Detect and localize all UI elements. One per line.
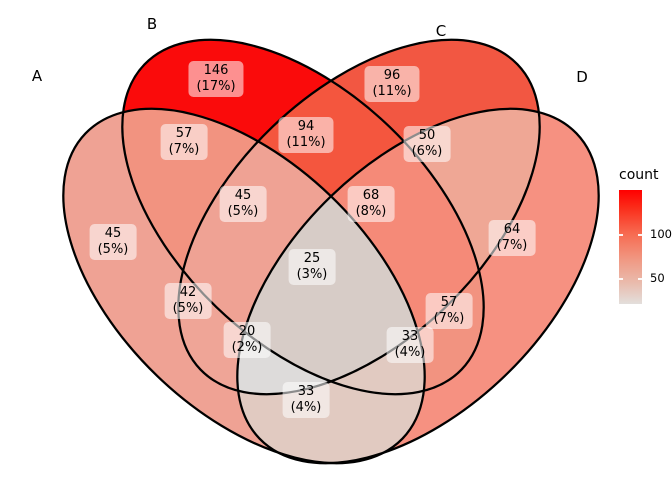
legend-gradient-fill	[619, 190, 642, 304]
legend-tick-mark	[619, 278, 623, 280]
region-count: 96	[383, 68, 401, 83]
region-count: 33	[297, 384, 315, 399]
region-percent: (6%)	[411, 143, 443, 159]
region-percent: (11%)	[372, 83, 412, 99]
venn-region-label-A-B-C: 45 (5%)	[219, 186, 267, 222]
legend-title: count	[619, 167, 659, 183]
venn-region-label-A-D: 33 (4%)	[282, 382, 330, 418]
region-count: 57	[440, 295, 458, 310]
set-outline-D	[236, 107, 600, 465]
region-percent: (3%)	[296, 266, 328, 282]
region-count: 45	[234, 188, 252, 203]
venn-region-label-A-B: 57 (7%)	[160, 124, 208, 160]
venn-region-label-C: 96 (11%)	[364, 66, 420, 102]
legend-gradient-bar: 100 50	[619, 190, 672, 304]
venn-region-label-A: 45 (5%)	[89, 224, 137, 260]
region-percent: (7%)	[168, 141, 200, 157]
legend-tick-mark	[638, 234, 642, 236]
region-count: 68	[362, 188, 380, 203]
region-count: 57	[175, 126, 193, 141]
set-label-B: B	[146, 15, 158, 33]
region-count: 45	[104, 226, 122, 241]
region-count: 42	[179, 285, 197, 300]
legend-tick-label: 50	[650, 271, 665, 285]
set-label-A: A	[31, 67, 43, 85]
region-count: 64	[503, 222, 521, 237]
venn-region-label-B-C-D: 68 (8%)	[347, 186, 395, 222]
venn-region-label-B-D: 57 (7%)	[425, 293, 473, 329]
region-count: 25	[303, 251, 321, 266]
legend-tick-label: 100	[650, 227, 672, 241]
set-outline-B	[121, 38, 485, 396]
venn-region-label-B: 146 (17%)	[188, 61, 244, 97]
set-label-C: C	[435, 22, 447, 40]
region-percent: (5%)	[172, 300, 204, 316]
venn-region-label-A-B-D: 33 (4%)	[386, 327, 434, 363]
region-count: 20	[238, 324, 256, 339]
region-percent: (7%)	[433, 310, 465, 326]
legend: count 100 50	[619, 167, 672, 304]
venn-region-label-A-C: 42 (5%)	[164, 283, 212, 319]
venn-region-label-A-B-C-D: 25 (3%)	[288, 249, 336, 285]
region-percent: (5%)	[227, 203, 259, 219]
region-percent: (7%)	[496, 237, 528, 253]
region-percent: (11%)	[286, 134, 326, 150]
venn-region-label-D: 64 (7%)	[488, 220, 536, 256]
legend-tick-mark	[638, 278, 642, 280]
region-percent: (2%)	[231, 339, 263, 355]
venn-region-label-B-C: 94 (11%)	[278, 117, 334, 153]
set-label-D: D	[576, 68, 588, 86]
region-count: 50	[418, 128, 436, 143]
venn-region-label-C-D: 50 (6%)	[403, 126, 451, 162]
region-percent: (8%)	[355, 203, 387, 219]
legend-tick-mark	[619, 234, 623, 236]
region-count: 94	[297, 119, 315, 134]
region-percent: (17%)	[196, 78, 236, 94]
region-percent: (4%)	[290, 399, 322, 415]
region-count: 146	[203, 63, 229, 78]
venn-region-label-A-C-D: 20 (2%)	[223, 322, 271, 358]
region-count: 33	[401, 329, 419, 344]
region-percent: (5%)	[97, 241, 129, 257]
region-percent: (4%)	[394, 344, 426, 360]
